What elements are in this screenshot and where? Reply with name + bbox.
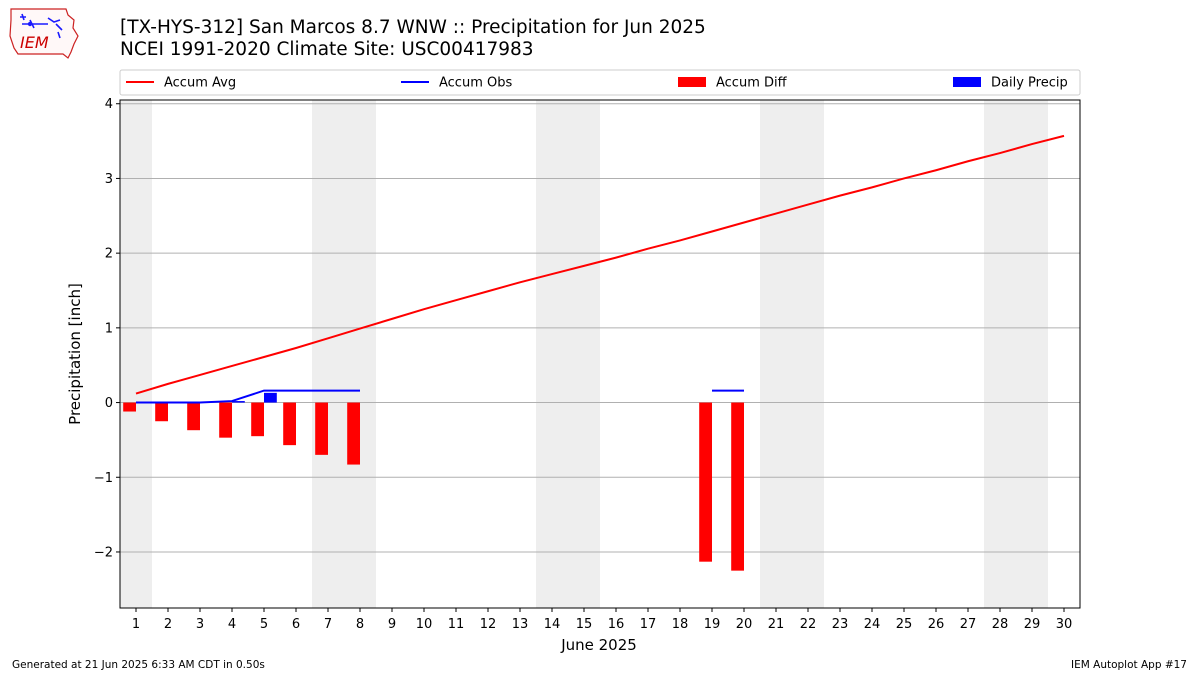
legend-label: Accum Avg bbox=[164, 76, 236, 91]
diff-bar bbox=[699, 402, 712, 562]
accum-diff-bars bbox=[123, 402, 744, 571]
legend-label: Daily Precip bbox=[991, 76, 1068, 91]
accum-obs-line bbox=[136, 389, 360, 404]
series-lines bbox=[135, 134, 1065, 404]
grid-lines bbox=[120, 103, 1080, 553]
x-tick-label: 27 bbox=[960, 617, 977, 632]
y-tick-label: 2 bbox=[105, 247, 113, 262]
x-tick-label: 5 bbox=[260, 617, 268, 632]
x-tick-label: 19 bbox=[704, 617, 721, 632]
x-tick-label: 11 bbox=[448, 617, 465, 632]
x-tick-label: 23 bbox=[832, 617, 849, 632]
legend-patch-swatch bbox=[953, 77, 981, 87]
x-tick-label: 10 bbox=[416, 617, 433, 632]
x-tick-label: 1 bbox=[132, 617, 140, 632]
plot-frame bbox=[119, 99, 1081, 609]
app-note: IEM Autoplot App #17 bbox=[1071, 659, 1187, 671]
x-tick-label: 15 bbox=[576, 617, 593, 632]
weekend-band bbox=[984, 100, 1048, 608]
legend-box bbox=[119, 69, 1081, 96]
legend-label: Accum Obs bbox=[439, 76, 512, 91]
y-tick-label: −2 bbox=[94, 545, 113, 560]
x-tick-label: 8 bbox=[356, 617, 364, 632]
diff-bar bbox=[219, 402, 232, 438]
accum-avg-line bbox=[135, 134, 1065, 395]
weekend-band bbox=[536, 100, 600, 608]
daily-precip-bar bbox=[232, 401, 245, 403]
diff-bar bbox=[155, 402, 168, 422]
x-tick-label: 18 bbox=[672, 617, 689, 632]
logo-text: IEM bbox=[20, 33, 49, 52]
y-tick-label: 3 bbox=[105, 172, 113, 187]
diff-bar bbox=[251, 402, 264, 437]
x-tick-label: 25 bbox=[896, 617, 913, 632]
x-tick-label: 9 bbox=[388, 617, 396, 632]
x-tick-label: 12 bbox=[480, 617, 497, 632]
x-tick-label: 22 bbox=[800, 617, 817, 632]
legend-patch-swatch bbox=[678, 77, 706, 87]
generated-note: Generated at 21 Jun 2025 6:33 AM CDT in … bbox=[12, 659, 265, 671]
chart-title: [TX-HYS-312] San Marcos 8.7 WNW :: Preci… bbox=[120, 17, 706, 61]
x-tick-label: 7 bbox=[324, 617, 332, 632]
x-axis-ticks: 1 2 3 4 5 6 7 8 9 10 11 12 13 14 15 16 17 18 19 20 21 22 23 24 2… bbox=[132, 608, 1072, 632]
diff-bar bbox=[731, 402, 744, 571]
y-axis-ticks: −2 −1 0 1 2 3 4 bbox=[94, 97, 120, 560]
x-tick-label: 2 bbox=[164, 617, 172, 632]
plot-border bbox=[119, 99, 1081, 609]
x-tick-label: 21 bbox=[768, 617, 785, 632]
x-tick-label: 26 bbox=[928, 617, 945, 632]
x-tick-label: 3 bbox=[196, 617, 204, 632]
title-line-2: NCEI 1991-2020 Climate Site: USC00417983 bbox=[120, 39, 534, 60]
diff-bar bbox=[283, 402, 296, 446]
x-tick-label: 14 bbox=[544, 617, 561, 632]
weekend-band bbox=[760, 100, 824, 608]
weekend-band bbox=[120, 100, 152, 608]
legend-label: Accum Diff bbox=[716, 76, 788, 91]
x-tick-label: 16 bbox=[608, 617, 625, 632]
diff-bar bbox=[123, 402, 136, 412]
x-tick-label: 28 bbox=[992, 617, 1009, 632]
x-tick-label: 4 bbox=[228, 617, 236, 632]
x-tick-label: 24 bbox=[864, 617, 881, 632]
iem-logo: IEM bbox=[8, 6, 82, 60]
y-tick-label: 1 bbox=[105, 321, 113, 336]
weekend-band bbox=[312, 100, 376, 608]
diff-bar bbox=[187, 402, 200, 431]
legend: Accum Avg Accum Obs Accum Diff Daily Precip bbox=[119, 69, 1081, 96]
weekend-shading bbox=[120, 100, 1048, 608]
diff-bar bbox=[347, 402, 360, 465]
y-tick-label: 0 bbox=[105, 396, 113, 411]
x-tick-label: 30 bbox=[1056, 617, 1073, 632]
x-tick-label: 17 bbox=[640, 617, 657, 632]
y-tick-label: 4 bbox=[105, 97, 113, 112]
title-line-1: [TX-HYS-312] San Marcos 8.7 WNW :: Preci… bbox=[120, 17, 706, 38]
x-tick-label: 6 bbox=[292, 617, 300, 632]
daily-precip-bar bbox=[264, 392, 277, 403]
x-axis-label: June 2025 bbox=[560, 636, 637, 654]
diff-bar bbox=[315, 402, 328, 455]
x-tick-label: 13 bbox=[512, 617, 529, 632]
y-tick-label: −1 bbox=[94, 471, 113, 486]
x-tick-label: 20 bbox=[736, 617, 753, 632]
y-axis-label: Precipitation [inch] bbox=[66, 283, 84, 425]
daily-precip-bars bbox=[232, 392, 277, 403]
x-tick-label: 29 bbox=[1024, 617, 1041, 632]
